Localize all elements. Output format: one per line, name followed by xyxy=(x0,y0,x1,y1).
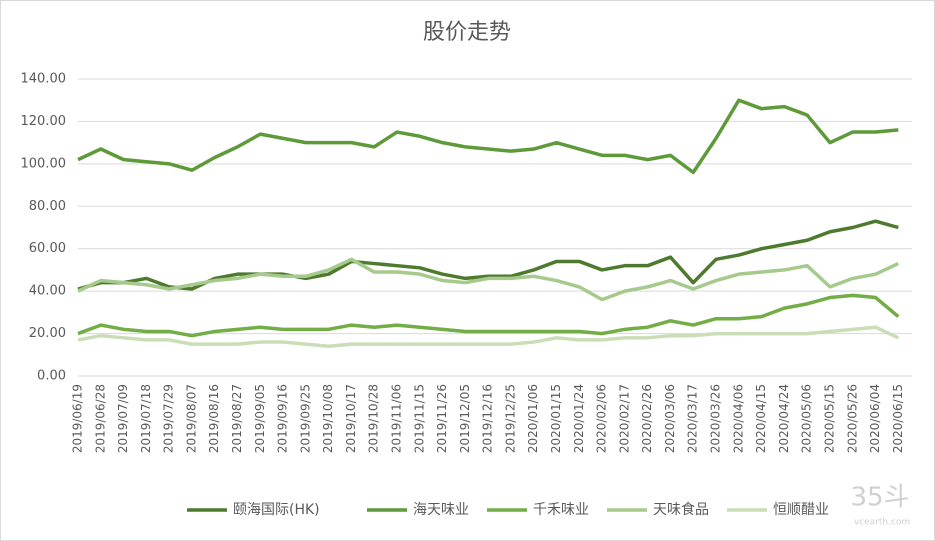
x-tick-label: 2019/12/16 xyxy=(481,384,495,453)
x-tick-label: 2019/12/05 xyxy=(458,384,472,453)
x-tick-label: 2019/06/28 xyxy=(93,384,107,453)
y-tick-label: 80.00 xyxy=(29,199,66,214)
series-line xyxy=(77,293,900,338)
x-tick-label: 2019/09/05 xyxy=(253,384,267,453)
series-line xyxy=(77,325,900,349)
x-tick-label: 2020/05/06 xyxy=(800,384,814,453)
y-tick-label: 0.00 xyxy=(37,369,66,384)
y-tick-label: 140.00 xyxy=(21,72,67,87)
legend-label: 天味食品 xyxy=(653,501,709,518)
y-tick-label: 60.00 xyxy=(29,241,66,256)
chart-title: 股价走势 xyxy=(423,20,511,45)
x-tick-label: 2019/07/18 xyxy=(139,384,153,453)
x-tick-label: 2019/07/29 xyxy=(162,384,176,453)
x-tick-label: 2020/03/17 xyxy=(686,384,700,453)
x-tick-label: 2019/10/17 xyxy=(344,384,358,453)
watermark: 35斗 xyxy=(850,483,909,513)
x-tick-label: 2019/11/06 xyxy=(390,384,404,453)
y-tick-label: 40.00 xyxy=(29,284,66,299)
y-tick-label: 120.00 xyxy=(21,114,67,129)
series-line xyxy=(77,257,900,302)
x-tick-label: 2019/08/16 xyxy=(207,384,221,453)
series-line xyxy=(77,98,899,175)
series-line xyxy=(77,219,899,291)
x-tick-label: 2020/04/06 xyxy=(731,384,745,453)
x-tick-label: 2020/05/26 xyxy=(845,384,859,453)
x-tick-label: 2019/09/16 xyxy=(276,384,290,453)
x-tick-label: 2019/11/26 xyxy=(435,384,449,453)
x-tick-label: 2020/04/24 xyxy=(777,384,791,453)
x-tick-label: 2019/06/19 xyxy=(71,384,85,453)
x-tick-label: 2020/02/26 xyxy=(640,384,654,453)
legend-label: 海天味业 xyxy=(413,502,469,518)
x-tick-label: 2020/03/26 xyxy=(709,384,723,453)
y-tick-label: 100.00 xyxy=(21,156,67,171)
x-tick-label: 2019/10/08 xyxy=(321,384,335,453)
x-tick-label: 2020/05/15 xyxy=(822,384,836,453)
x-tick-label: 2019/08/07 xyxy=(184,384,198,453)
x-tick-label: 2020/01/24 xyxy=(572,384,586,453)
x-tick-label: 2020/01/06 xyxy=(526,384,540,453)
legend-label: 千禾味业 xyxy=(533,502,589,518)
x-tick-label: 2019/07/09 xyxy=(116,384,130,453)
x-tick-label: 2019/09/25 xyxy=(298,384,312,453)
x-tick-label: 2020/02/06 xyxy=(595,384,609,453)
legend-label: 颐海国际(HK) xyxy=(233,502,320,518)
x-tick-label: 2020/06/04 xyxy=(868,384,882,453)
watermark-sub: vcearth.com xyxy=(854,518,910,528)
x-tick-label: 2019/10/28 xyxy=(367,384,381,453)
x-tick-label: 2019/12/25 xyxy=(503,384,517,453)
x-tick-label: 2020/06/15 xyxy=(891,384,905,453)
x-tick-label: 2020/04/15 xyxy=(754,384,768,453)
x-tick-label: 2019/08/27 xyxy=(230,384,244,453)
y-tick-label: 20.00 xyxy=(29,326,66,341)
x-tick-label: 2019/11/15 xyxy=(412,384,426,453)
x-tick-label: 2020/01/15 xyxy=(549,384,563,453)
legend-label: 恒顺醋业 xyxy=(773,502,829,518)
x-tick-label: 2020/03/06 xyxy=(663,384,677,453)
x-tick-label: 2020/02/17 xyxy=(617,384,631,453)
